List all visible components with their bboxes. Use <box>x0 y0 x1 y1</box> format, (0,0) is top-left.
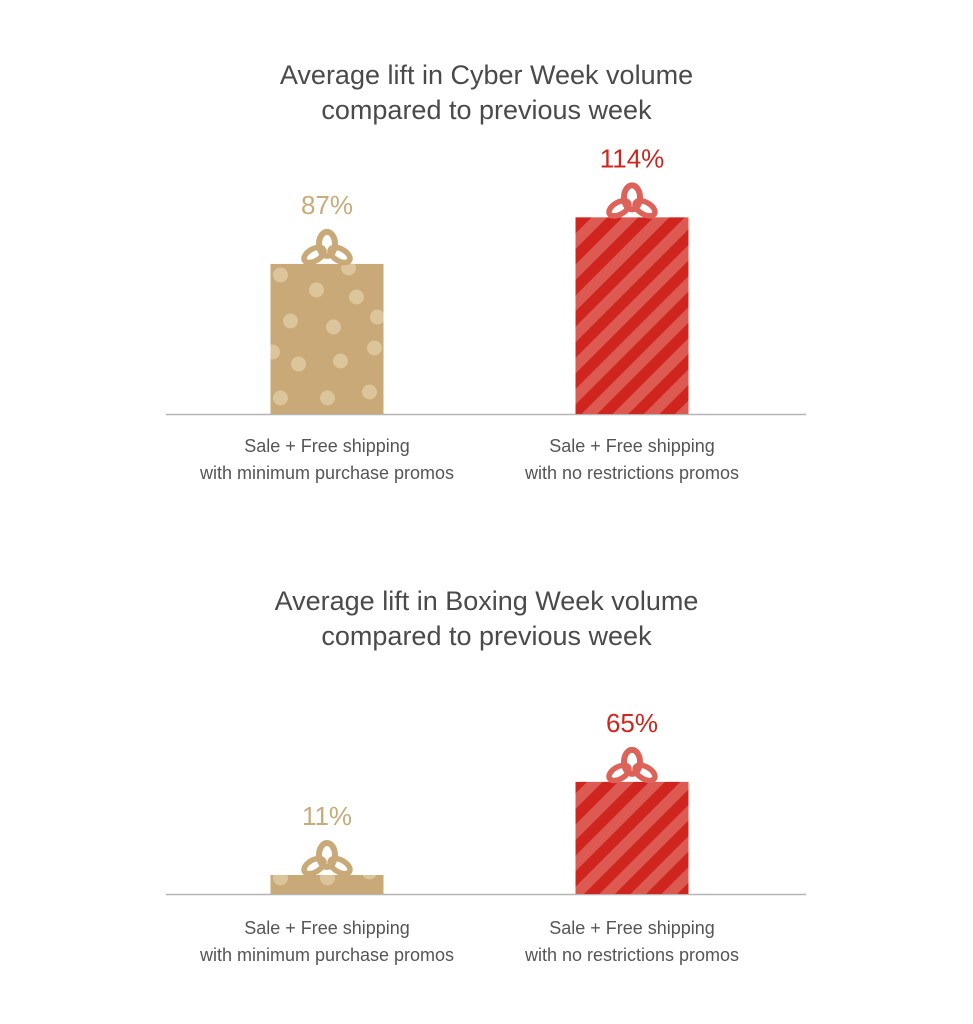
chart-title-line: compared to previous week <box>321 621 652 651</box>
x-tick-label: with minimum purchase promos <box>199 945 454 965</box>
dot <box>283 794 298 809</box>
dot <box>273 267 288 283</box>
x-tick-label: with no restrictions promos <box>524 945 739 965</box>
dot <box>367 821 382 836</box>
bar-group: 11% <box>265 741 385 894</box>
dot <box>309 763 324 778</box>
dot <box>320 875 335 886</box>
gift-bow-icon <box>606 182 658 219</box>
bar <box>575 781 689 894</box>
dot <box>265 825 280 840</box>
x-tick-label: with minimum purchase promos <box>199 463 454 483</box>
data-label: 87% <box>301 190 353 220</box>
dot <box>291 356 306 372</box>
data-label: 114% <box>600 143 665 173</box>
x-tick-label: Sale + Free shipping <box>244 436 410 456</box>
dot <box>341 741 356 756</box>
data-label: 65% <box>606 708 658 738</box>
bar-group: 114% <box>575 143 689 414</box>
bar-chart-1: Average lift in Cyber Week volume compare… <box>166 60 806 483</box>
dot <box>283 313 298 329</box>
dot <box>270 344 280 360</box>
x-tick-label: Sale + Free shipping <box>244 918 410 938</box>
dot <box>349 770 364 785</box>
dot <box>349 289 364 305</box>
chart-title-line: Average lift in Cyber Week volume <box>280 60 693 90</box>
dot <box>367 340 382 356</box>
bar-group: 87% <box>270 190 384 414</box>
x-tick-label: Sale + Free shipping <box>549 918 715 938</box>
x-tick-label: with no restrictions promos <box>524 463 739 483</box>
gift-bow-icon <box>301 228 353 266</box>
bar-group: 65% <box>575 708 689 894</box>
chart-title-line: Average lift in Boxing Week volume <box>275 586 699 616</box>
polka-dots <box>270 263 384 406</box>
dot <box>326 319 341 335</box>
bar-chart-2: Average lift in Boxing Week volume compar… <box>166 586 806 965</box>
bar <box>575 217 689 414</box>
data-label: 11% <box>302 801 352 831</box>
dot <box>273 390 288 406</box>
dot <box>370 309 384 325</box>
polka-dots <box>265 741 385 886</box>
dot <box>320 390 335 406</box>
dot <box>309 282 324 298</box>
x-tick-label: Sale + Free shipping <box>549 436 715 456</box>
dot <box>273 875 288 886</box>
dot <box>362 875 377 880</box>
gift-bow-icon <box>606 746 658 784</box>
chart-title-line: compared to previous week <box>321 95 652 125</box>
dot <box>333 353 348 369</box>
dot <box>291 837 306 852</box>
dot <box>362 384 377 400</box>
dot <box>370 790 385 805</box>
dot <box>341 263 356 276</box>
dot <box>273 748 288 763</box>
gift-bow-icon <box>301 840 353 877</box>
